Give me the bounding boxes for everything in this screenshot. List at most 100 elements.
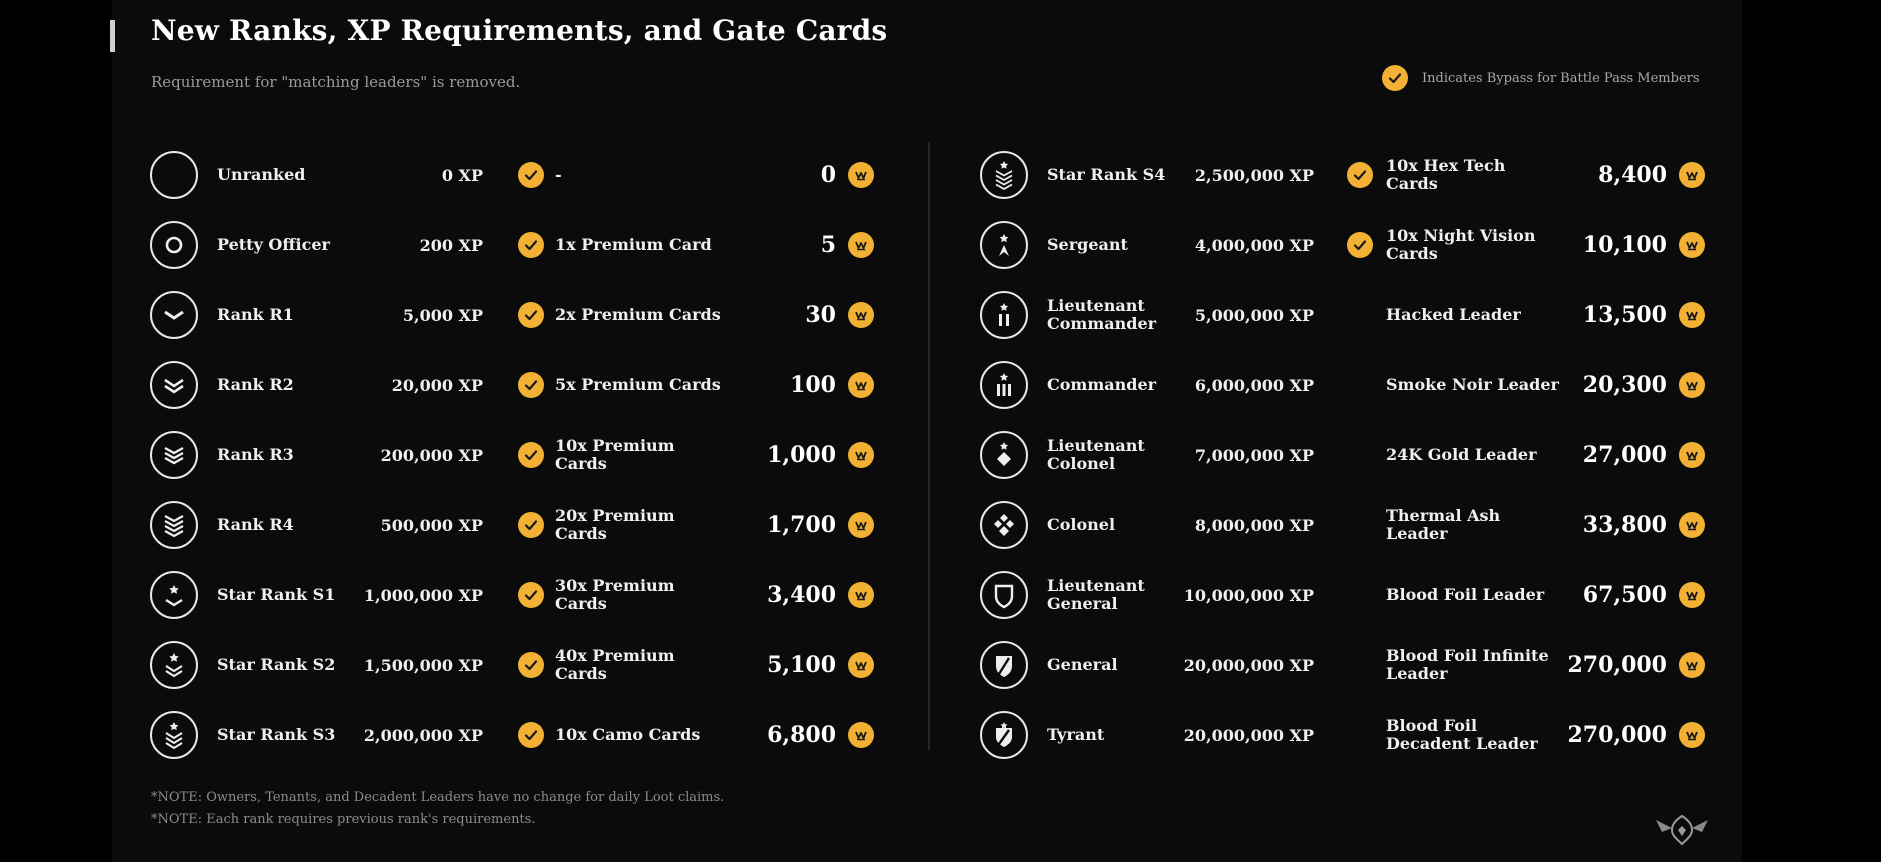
xp-requirement: 1,000,000 XP <box>363 585 483 605</box>
gate-card: 10x Camo Cards <box>555 725 701 744</box>
rank-name: Star Rank S4 <box>1047 165 1166 184</box>
coin-icon <box>1679 722 1705 748</box>
legend: Indicates Bypass for Battle Pass Members <box>1382 65 1700 91</box>
gate-card: Blood Foil Decadent Leader <box>1386 716 1538 753</box>
checkmark-icon <box>518 232 544 258</box>
cost-amount: 6,800 <box>767 722 836 748</box>
page-title: New Ranks, XP Requirements, and Gate Car… <box>151 14 888 47</box>
cost-amount: 30 <box>805 302 836 328</box>
rank-row: Star Rank S2 1,500,000 XP 40x Premium Card… <box>150 630 880 700</box>
xp-requirement: 200 XP <box>419 235 483 255</box>
rank-name: Petty Officer <box>217 235 330 254</box>
gate-card: Blood Foil Leader <box>1386 585 1545 604</box>
checkmark-icon <box>1347 232 1373 258</box>
rank-name: Colonel <box>1047 515 1116 534</box>
column-divider <box>928 142 930 750</box>
rank-row: Rank R2 20,000 XP 5x Premium Cards 100 <box>150 350 880 420</box>
coin-icon <box>848 372 874 398</box>
xp-requirement: 200,000 XP <box>380 445 483 465</box>
coin-icon <box>1679 162 1705 188</box>
cost-amount: 3,400 <box>767 582 836 608</box>
rank-name: Unranked <box>217 165 306 184</box>
coin-icon <box>1679 652 1705 678</box>
checkmark-icon <box>518 652 544 678</box>
checkmark-icon <box>1347 162 1373 188</box>
gate-card: 1x Premium Card <box>555 235 712 254</box>
rank-row: Star Rank S3 2,000,000 XP 10x Camo Cards 6,… <box>150 700 880 770</box>
title-accent-bar <box>110 20 115 52</box>
gate-card: 5x Premium Cards <box>555 375 721 394</box>
gate-card: 24K Gold Leader <box>1386 445 1537 464</box>
rank-row: Unranked 0 XP - 0 <box>150 140 880 210</box>
cost-amount: 67,500 <box>1582 582 1667 608</box>
rank-name: General <box>1047 655 1118 674</box>
checkmark-icon <box>518 372 544 398</box>
rank-name: Lieutenant Colonel <box>1047 436 1145 473</box>
rank-name: Rank R2 <box>217 375 294 394</box>
coin-icon <box>848 652 874 678</box>
rank-name: Lieutenant Commander <box>1047 296 1157 333</box>
checkmark-icon <box>518 722 544 748</box>
rank-name: Commander <box>1047 375 1157 394</box>
rank-row: Petty Officer 200 XP 1x Premium Card 5 <box>150 210 880 280</box>
star-chevron-3-icon <box>150 711 198 759</box>
star-chevron-1-icon <box>150 571 198 619</box>
xp-requirement: 20,000,000 XP <box>1183 655 1314 675</box>
rank-row: Lieutenant Colonel 7,000,000 XP 24K Gold L… <box>980 420 1710 490</box>
coin-icon <box>1679 512 1705 538</box>
note-line: *NOTE: Each rank requires previous rank'… <box>151 812 536 827</box>
coin-icon <box>1679 582 1705 608</box>
rank-row: General 20,000,000 XP Blood Foil Infinite … <box>980 630 1710 700</box>
xp-requirement: 500,000 XP <box>380 515 483 535</box>
chevron-3-icon <box>150 431 198 479</box>
xp-requirement: 4,000,000 XP <box>1194 235 1314 255</box>
cost-amount: 270,000 <box>1567 652 1667 678</box>
gate-card: 2x Premium Cards <box>555 305 721 324</box>
rank-row: Sergeant 4,000,000 XP 10x Night Vision Car… <box>980 210 1710 280</box>
cost-amount: 5 <box>820 232 836 258</box>
rank-name: Star Rank S2 <box>217 655 336 674</box>
rank-row: Star Rank S4 2,500,000 XP 10x Hex Tech Car… <box>980 140 1710 210</box>
rank-name: Rank R3 <box>217 445 294 464</box>
checkmark-icon <box>518 582 544 608</box>
general-icon <box>980 641 1028 689</box>
xp-requirement: 20,000 XP <box>391 375 483 395</box>
bars-3-icon <box>980 361 1028 409</box>
cost-amount: 5,100 <box>767 652 836 678</box>
coin-icon <box>1679 232 1705 258</box>
rank-name: Rank R1 <box>217 305 294 324</box>
cost-amount: 1,000 <box>767 442 836 468</box>
notes: *NOTE: Owners, Tenants, and Decadent Lea… <box>151 787 724 831</box>
gate-card: 30x Premium Cards <box>555 576 675 613</box>
coin-icon <box>1679 302 1705 328</box>
rank-name: Sergeant <box>1047 235 1128 254</box>
empty-circle-icon <box>150 151 198 199</box>
coin-icon <box>848 512 874 538</box>
gate-card: Smoke Noir Leader <box>1386 375 1559 394</box>
rank-row: Colonel 8,000,000 XP Thermal Ash Leader 33,… <box>980 490 1710 560</box>
rank-row: Rank R3 200,000 XP 10x Premium Cards 1,000 <box>150 420 880 490</box>
cost-amount: 33,800 <box>1582 512 1667 538</box>
cost-amount: 100 <box>790 372 836 398</box>
rank-row: Lieutenant Commander 5,000,000 XP Hacked L… <box>980 280 1710 350</box>
rank-row: Commander 6,000,000 XP Smoke Noir Leader 20… <box>980 350 1710 420</box>
gate-card: 20x Premium Cards <box>555 506 675 543</box>
ranks-column-right: Star Rank S4 2,500,000 XP 10x Hex Tech Car… <box>980 140 1710 770</box>
chevron-4-icon <box>150 501 198 549</box>
cost-amount: 8,400 <box>1598 162 1667 188</box>
legend-text: Indicates Bypass for Battle Pass Members <box>1422 70 1700 86</box>
xp-requirement: 20,000,000 XP <box>1183 725 1314 745</box>
star-chevron-4-icon <box>980 151 1028 199</box>
coin-icon <box>848 722 874 748</box>
diamond-icon <box>980 431 1028 479</box>
rank-row: Lieutenant General 10,000,000 XP Blood Foi… <box>980 560 1710 630</box>
checkmark-icon <box>518 442 544 468</box>
xp-requirement: 1,500,000 XP <box>363 655 483 675</box>
diamonds-icon <box>980 501 1028 549</box>
coin-icon <box>848 442 874 468</box>
chevron-1-icon <box>150 291 198 339</box>
ranks-column-left: Unranked 0 XP - 0 Petty Officer 200 XP 1x Prem… <box>150 140 880 770</box>
gate-card: - <box>555 165 562 184</box>
xp-requirement: 5,000 XP <box>402 305 483 325</box>
xp-requirement: 8,000,000 XP <box>1194 515 1314 535</box>
